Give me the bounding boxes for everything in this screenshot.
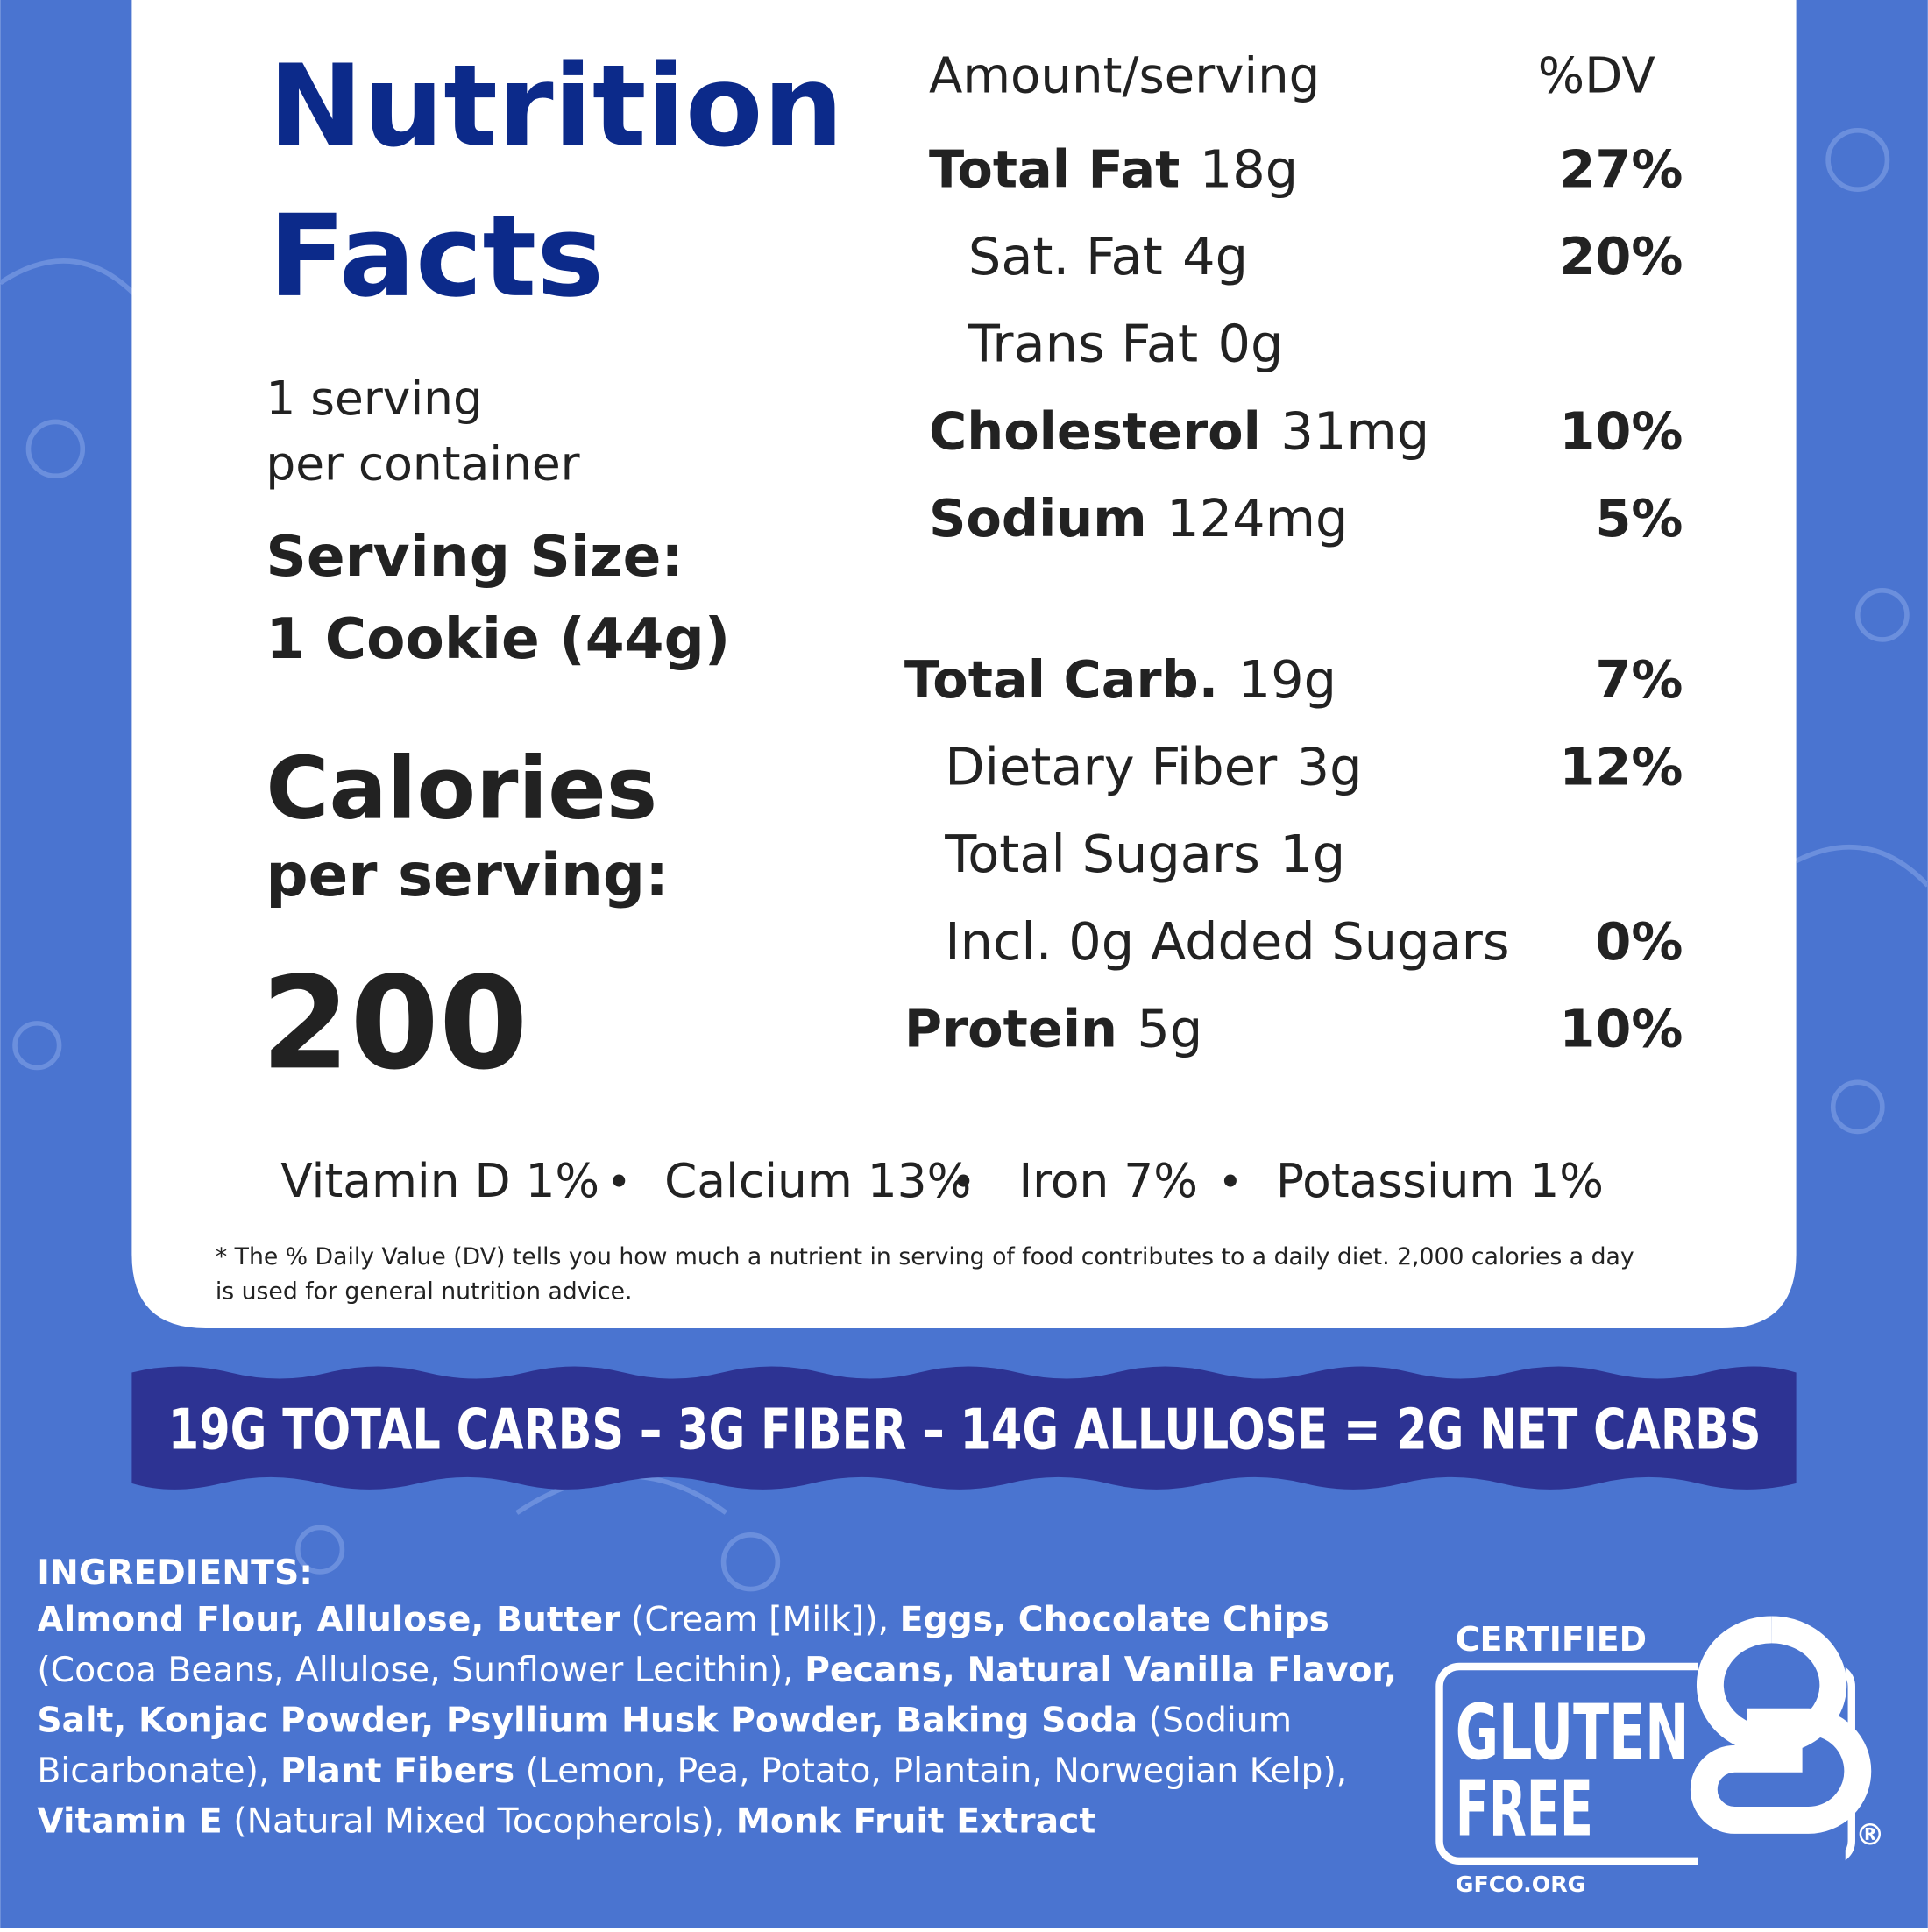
nutrient-row: Dietary Fiber 3g — [945, 737, 1362, 797]
title: Facts — [268, 191, 604, 322]
servings: per container — [266, 435, 579, 491]
badge-site: GFCO.ORG — [1456, 1872, 1586, 1897]
nutrient-row: Sodium 124mg — [929, 488, 1348, 548]
nutrient-amount: 1g — [1279, 824, 1345, 884]
nutrient-name: Total Sugars — [944, 824, 1260, 884]
nutrient-dv: 27% — [1559, 138, 1683, 199]
nutrient-name: Protein — [904, 999, 1117, 1059]
vitamin: Iron 7% — [1018, 1153, 1197, 1208]
ingredient: (Natural Mixed Tocopherols), — [222, 1801, 736, 1842]
nutrient-amount: 18g — [1200, 138, 1298, 199]
ingredient: (Cream [Milk]), — [620, 1598, 900, 1640]
nutrient-name: Total Carb. — [904, 649, 1218, 710]
badge: CERTIFIED GLUTEN FREE GFCO.ORG ® — [1435, 1616, 1885, 1897]
nutrient-dv: 10% — [1559, 400, 1683, 461]
nutrient-name: Dietary Fiber — [945, 737, 1278, 797]
nutrient-name: Total Fat — [929, 138, 1180, 199]
nutrient-dv: 7% — [1595, 649, 1683, 710]
nutrient-dv: 20% — [1559, 226, 1683, 287]
calories-label: Calories — [266, 739, 657, 839]
nutrient-row: Total Fat 18g — [929, 138, 1298, 199]
separator — [613, 1174, 626, 1187]
ingredient: (Cocoa Beans, Allulose, Sunflower Lecith… — [37, 1649, 805, 1690]
vitamins: Vitamin D 1% Calcium 13% Iron 7% Potassium … — [280, 1153, 1604, 1208]
vitamin: Potassium 1% — [1276, 1153, 1604, 1208]
title: Nutrition — [268, 41, 843, 173]
ingredients-box: Almond Flour, Allulose, Butter (Cream [M… — [37, 1594, 1408, 1846]
separator — [1223, 1174, 1237, 1187]
ingredients: Almond Flour, Allulose, Butter (Cream [M… — [37, 1594, 1408, 1846]
ingredient: Monk Fruit Extract — [735, 1801, 1096, 1842]
badge-text: CERTIFIED — [1456, 1620, 1647, 1659]
nutrient-dv: 5% — [1595, 488, 1683, 548]
serving-size-label: Serving Size: — [266, 524, 684, 590]
nutrient-dv: 0% — [1595, 911, 1683, 972]
nutrient-name: Sodium — [929, 488, 1147, 548]
footnote-box: * The % Daily Value (DV) tells you how m… — [215, 1243, 1634, 1306]
column-header: Amount/serving — [929, 47, 1320, 104]
nutrient-amount: 4g — [1182, 226, 1248, 287]
nutrient-name: Sat. Fat — [968, 226, 1163, 287]
nutrient-amount: 5g — [1137, 999, 1202, 1059]
nutrient-row: Sat. Fat 4g — [968, 226, 1248, 287]
nutrient-row: Trans Fat 0g — [968, 314, 1284, 374]
nutrient-row: Incl. 0g Added Sugars — [945, 911, 1509, 972]
ingredient: Almond Flour, Allulose, Butter — [37, 1598, 620, 1640]
nutrient-dv: 10% — [1559, 999, 1683, 1059]
calories-sublabel: per serving: — [266, 840, 669, 909]
ingredient: (Lemon, Pea, Potato, Plantain, Norwegian… — [514, 1750, 1348, 1791]
nutrient-name: Cholesterol — [929, 400, 1261, 461]
nutrient-amount: 31mg — [1280, 400, 1429, 461]
separator — [957, 1174, 970, 1187]
nutrient-row: Protein 5g — [904, 999, 1202, 1059]
nutrient-amount: 124mg — [1166, 488, 1348, 548]
banner-text: 19G TOTAL CARBS – 3G FIBER – 14G ALLULOS… — [168, 1398, 1761, 1463]
calories-value: 200 — [261, 949, 528, 1098]
ingredient: Vitamin E — [37, 1801, 223, 1842]
nutrient-row: Total Carb. 19g — [904, 649, 1336, 710]
nutrient-amount: 19g — [1238, 649, 1336, 710]
column-header: %DV — [1538, 47, 1655, 104]
nutrient-name: Incl. 0g Added Sugars — [945, 911, 1509, 972]
nutrient-amount: 3g — [1297, 737, 1363, 797]
serving-size: 1 Cookie (44g) — [266, 606, 730, 672]
vitamin: Vitamin D 1% — [280, 1153, 599, 1208]
nutrients: Total Fat 18g 27% Sat. Fat 4g 20% Trans Fat 0g C… — [904, 138, 1683, 1058]
badge-text: FREE — [1456, 1764, 1593, 1853]
ingredient: (Sodium Bicarbonate), — [37, 1699, 1293, 1791]
vitamin: Calcium 13% — [664, 1153, 971, 1208]
card — [131, 0, 1797, 1328]
ingredient: Eggs, Chocolate Chips — [899, 1598, 1329, 1640]
nutrient-dv: 12% — [1559, 737, 1683, 797]
badge-mark: ® — [1855, 1818, 1885, 1852]
nutrient-amount: 0g — [1218, 314, 1284, 374]
nutrient-name: Trans Fat — [968, 314, 1198, 374]
ingredient: Pecans, Natural Vanilla Flavor, Salt, Ko… — [37, 1649, 1398, 1741]
ingredients-heading: INGREDIENTS: — [37, 1553, 313, 1593]
servings: 1 serving — [266, 371, 482, 426]
ingredient: Plant Fibers — [280, 1750, 515, 1791]
footnote: * The % Daily Value (DV) tells you how m… — [215, 1243, 1634, 1306]
banner — [131, 1366, 1797, 1490]
nutrient-row: Total Sugars 1g — [944, 824, 1345, 884]
badge-g — [1690, 1616, 1872, 1834]
badge-text: GLUTEN — [1456, 1688, 1690, 1777]
nutrient-row: Cholesterol 31mg — [929, 400, 1429, 461]
